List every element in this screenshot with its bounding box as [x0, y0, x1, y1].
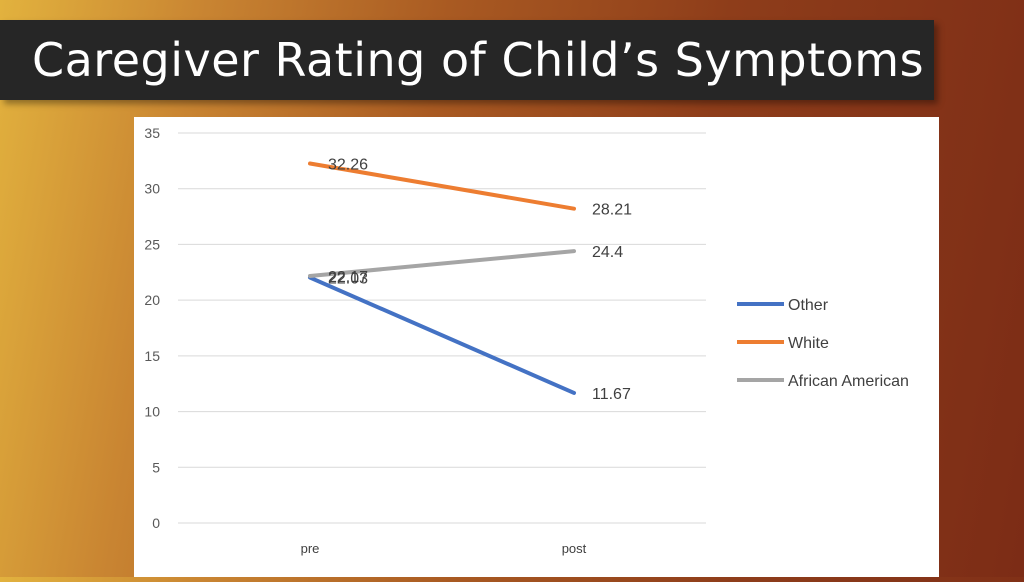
y-tick-label: 30 [144, 181, 160, 197]
legend-label: Other [788, 297, 829, 314]
y-tick-label: 10 [144, 404, 160, 420]
x-tick-label: post [562, 541, 587, 556]
legend-label: White [788, 335, 829, 352]
y-tick-label: 35 [144, 125, 160, 141]
y-tick-label: 5 [152, 459, 160, 475]
slide-title: Caregiver Rating of Child’s Symptoms [32, 33, 925, 87]
data-label: 11.67 [592, 386, 631, 403]
data-label: 22.17 [328, 269, 368, 286]
data-label: 22.03 [328, 271, 368, 288]
y-tick-label: 25 [144, 236, 160, 252]
legend-label: African American [788, 373, 909, 390]
gridlines [178, 132, 706, 524]
series-lines [308, 161, 576, 395]
chart-area: 0 5 10 15 20 25 30 35 pre post 22.03 11.67 32.26 28… [134, 117, 939, 577]
y-tick-label: 15 [144, 348, 160, 364]
title-banner [0, 20, 934, 100]
legend: Other White African American [737, 297, 909, 390]
data-labels: 22.03 11.67 32.26 28.21 22.17 24.4 [328, 157, 632, 403]
line-chart: 0 5 10 15 20 25 30 35 pre post 22.03 11.67 32.26 28… [144, 125, 909, 556]
x-tick-label: pre [301, 541, 320, 556]
x-axis-ticks: pre post [301, 541, 587, 556]
y-tick-label: 0 [152, 515, 160, 531]
data-label: 32.26 [328, 157, 368, 174]
series-line-african-american [308, 249, 576, 278]
series-line-other [308, 275, 576, 395]
y-tick-label: 20 [144, 292, 160, 308]
y-axis-ticks: 0 5 10 15 20 25 30 35 [144, 125, 160, 531]
data-label: 24.4 [592, 244, 623, 261]
series-line-white [308, 161, 576, 211]
data-label: 28.21 [592, 202, 632, 219]
